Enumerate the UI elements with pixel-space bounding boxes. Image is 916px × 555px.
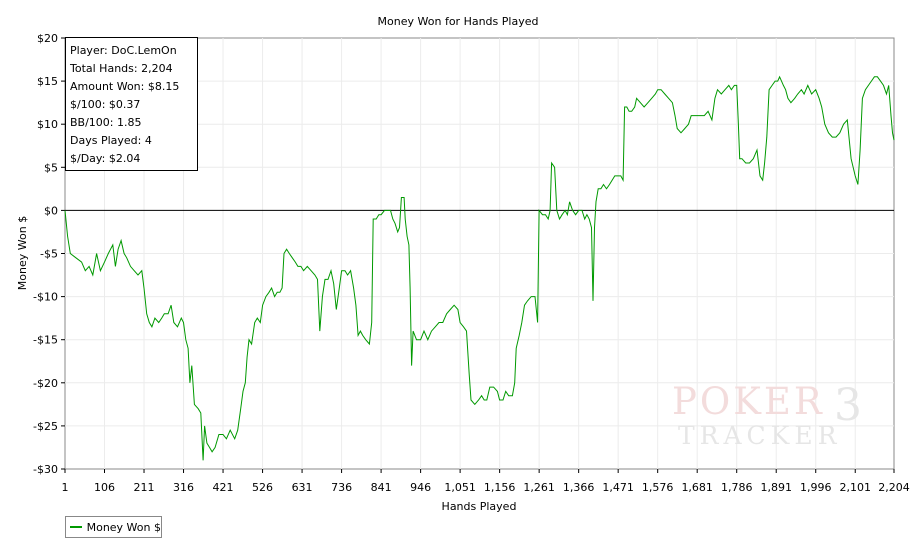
x-tick-label: 2,204 xyxy=(878,481,910,494)
x-tick-label: 526 xyxy=(252,481,273,494)
y-tick-label: -$20 xyxy=(33,377,58,390)
y-tick-label: $5 xyxy=(44,161,58,174)
grid-lines xyxy=(65,38,894,469)
watermark-digit: 3 xyxy=(834,380,862,431)
poker-tracker-watermark: POKER 3 TRACKER xyxy=(672,378,877,453)
x-tick-label: 1,576 xyxy=(642,481,674,494)
chart-title: Money Won for Hands Played xyxy=(378,15,539,28)
x-tick-label: 1,051 xyxy=(444,481,476,494)
y-tick-label: -$5 xyxy=(40,248,58,261)
y-tick-label: $15 xyxy=(37,75,58,88)
x-tick-label: 1,366 xyxy=(563,481,595,494)
x-tick-label: 1,261 xyxy=(523,481,555,494)
legend-swatch xyxy=(70,526,82,528)
y-axis-ticks: $20 $15 $10 $5 $0 -$5 -$10 -$15 -$20 -$25 -$30 xyxy=(33,32,65,476)
x-tick-label: 1,681 xyxy=(681,481,713,494)
stat-total-hands: Total Hands: 2,204 xyxy=(70,62,173,75)
y-tick-label: -$10 xyxy=(33,291,58,304)
stat-player: Player: DoC.LemOn xyxy=(70,44,177,57)
x-tick-label: 841 xyxy=(371,481,392,494)
x-tick-label: 1,471 xyxy=(602,481,634,494)
watermark-bottom-text: TRACKER xyxy=(678,421,841,450)
x-axis-title: Hands Played xyxy=(442,500,517,513)
y-tick-label: -$25 xyxy=(33,420,58,433)
x-tick-label: 631 xyxy=(292,481,313,494)
x-tick-label: 1 xyxy=(62,481,69,494)
y-tick-label: -$15 xyxy=(33,334,58,347)
x-tick-label: 211 xyxy=(134,481,155,494)
x-tick-label: 946 xyxy=(410,481,431,494)
y-tick-label: $20 xyxy=(37,32,58,45)
watermark-top-text: POKER xyxy=(672,380,825,423)
y-tick-label: $0 xyxy=(44,204,58,217)
stat-per-day: $/Day: $2.04 xyxy=(70,152,141,165)
chart-legend: Money Won $ xyxy=(65,516,162,538)
x-tick-label: 421 xyxy=(213,481,234,494)
x-tick-label: 1,996 xyxy=(800,481,832,494)
y-tick-label: $10 xyxy=(37,118,58,131)
stat-amount-won: Amount Won: $8.15 xyxy=(70,80,180,93)
x-tick-label: 316 xyxy=(173,481,194,494)
x-tick-label: 736 xyxy=(331,481,352,494)
x-tick-label: 1,891 xyxy=(760,481,792,494)
x-tick-label: 1,786 xyxy=(721,481,753,494)
x-tick-label: 106 xyxy=(94,481,115,494)
player-stats-box: Player: DoC.LemOn Total Hands: 2,204 Amo… xyxy=(65,37,198,171)
stat-bb-per-100: BB/100: 1.85 xyxy=(70,116,142,129)
legend-label: Money Won $ xyxy=(86,520,161,534)
stat-days-played: Days Played: 4 xyxy=(70,134,152,147)
series-line-money-won xyxy=(64,75,895,461)
stat-per-100: $/100: $0.37 xyxy=(70,98,141,111)
y-tick-label: -$30 xyxy=(33,463,58,476)
x-tick-label: 1,156 xyxy=(484,481,516,494)
x-axis-ticks: 1 106 211 316 421 526 631 736 841 946 1,051 1,156 1,… xyxy=(62,469,910,494)
y-axis-title: Money Won $ xyxy=(16,216,29,290)
x-tick-label: 2,101 xyxy=(839,481,871,494)
